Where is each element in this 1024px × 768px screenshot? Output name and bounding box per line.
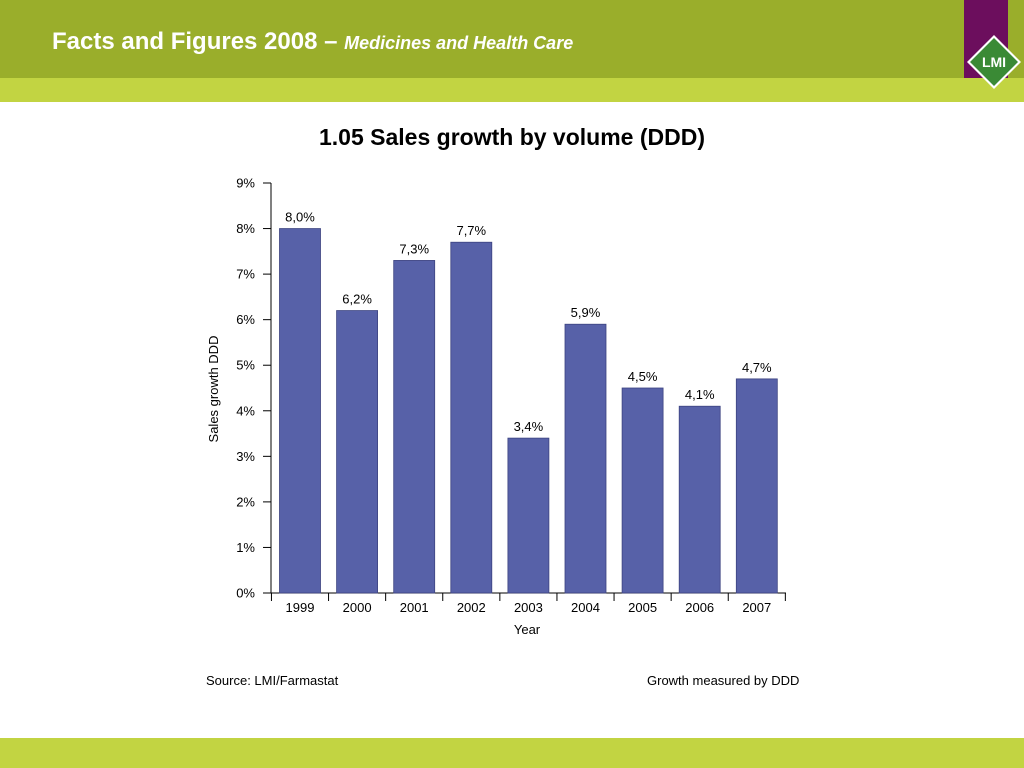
x-tick-label: 2005 [628,600,657,615]
x-tick-label: 2006 [685,600,714,615]
data-label: 3,4% [514,419,544,434]
bar [450,241,493,594]
bar [507,437,550,594]
bar [564,323,607,594]
bar [279,228,321,594]
data-label: 4,7% [742,360,772,375]
y-axis-label: Sales growth DDD [206,336,221,443]
data-label: 7,7% [456,223,486,238]
logo-text: LMI [982,54,1006,70]
y-tick-label: 0% [236,586,255,601]
data-label: 4,1% [685,387,715,402]
x-tick-label: 2000 [343,600,372,615]
y-tick-label: 8% [236,221,255,236]
y-tick-label: 5% [236,358,255,373]
data-label: 8,0% [285,210,315,225]
bar [678,405,721,594]
x-tick-label: 2004 [571,600,600,615]
data-label: 4,5% [628,369,658,384]
x-tick-label: 2003 [514,600,543,615]
bar [621,387,664,594]
x-tick-label: 2001 [400,600,429,615]
header-accent-band [0,78,1024,102]
x-tick-label: 2007 [742,600,771,615]
lmi-logo: LMI [967,35,1021,89]
page-title-main: Facts and Figures 2008 – [52,28,338,55]
data-label: 5,9% [571,305,601,320]
data-label: 6,2% [342,292,372,307]
y-tick-label: 7% [236,267,255,282]
source-note: Source: LMI/Farmastat [206,673,339,688]
page-title: Facts and Figures 2008 – Medicines and H… [52,28,573,56]
chart-title: 1.05 Sales growth by volume (DDD) [319,124,705,150]
x-tick-label: 2002 [457,600,486,615]
y-tick-label: 4% [236,403,255,418]
y-tick-label: 6% [236,312,255,327]
page-subtitle: Medicines and Health Care [344,33,574,53]
data-label: 7,3% [399,241,429,256]
bar [336,310,379,594]
bar [393,260,436,594]
bar [735,378,778,594]
measure-note: Growth measured by DDD [647,673,800,688]
y-tick-label: 3% [236,449,255,464]
y-tick-label: 1% [236,540,255,555]
y-tick-label: 9% [236,176,255,191]
y-tick-label: 2% [236,494,255,509]
header-band [0,0,1024,78]
logo-diamond [970,38,1018,86]
x-tick-label: 1999 [286,600,315,615]
footer-band [0,738,1024,768]
x-axis-label: Year [514,622,541,637]
